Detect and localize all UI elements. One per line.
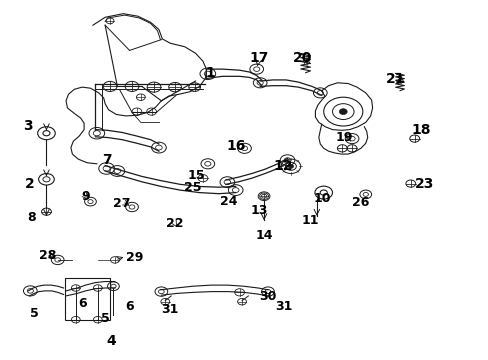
Text: 14: 14 xyxy=(255,229,272,242)
Text: 17: 17 xyxy=(249,51,268,64)
Text: 4: 4 xyxy=(106,334,116,348)
Text: 31: 31 xyxy=(161,303,179,316)
Text: 24: 24 xyxy=(220,195,237,208)
Text: 12: 12 xyxy=(273,159,293,172)
Text: 23: 23 xyxy=(414,177,433,190)
Text: 10: 10 xyxy=(313,192,331,204)
Text: 25: 25 xyxy=(184,181,202,194)
Bar xyxy=(64,278,109,320)
Text: 20: 20 xyxy=(292,51,311,64)
Text: 16: 16 xyxy=(225,139,245,153)
Text: 15: 15 xyxy=(187,169,205,182)
Text: 19: 19 xyxy=(335,131,353,144)
Text: 11: 11 xyxy=(301,214,319,227)
Circle shape xyxy=(339,109,346,114)
Text: 29: 29 xyxy=(125,251,143,264)
Text: 22: 22 xyxy=(166,217,183,230)
Text: 18: 18 xyxy=(411,123,430,136)
Text: 8: 8 xyxy=(27,211,36,224)
Text: 5: 5 xyxy=(101,312,109,325)
Text: 3: 3 xyxy=(23,119,33,133)
Text: 27: 27 xyxy=(112,197,130,210)
Text: 28: 28 xyxy=(39,249,57,262)
Text: 30: 30 xyxy=(259,291,276,303)
Text: 9: 9 xyxy=(81,190,90,203)
Text: 5: 5 xyxy=(30,307,39,320)
Circle shape xyxy=(287,164,293,168)
Text: 2: 2 xyxy=(24,177,34,190)
Text: 13: 13 xyxy=(250,204,267,217)
Text: 26: 26 xyxy=(351,196,369,209)
Text: 1: 1 xyxy=(205,66,215,80)
Text: 6: 6 xyxy=(125,300,134,313)
Text: 6: 6 xyxy=(78,297,86,310)
Text: 7: 7 xyxy=(102,153,111,167)
Text: 21: 21 xyxy=(386,72,405,86)
Text: 31: 31 xyxy=(274,300,292,313)
